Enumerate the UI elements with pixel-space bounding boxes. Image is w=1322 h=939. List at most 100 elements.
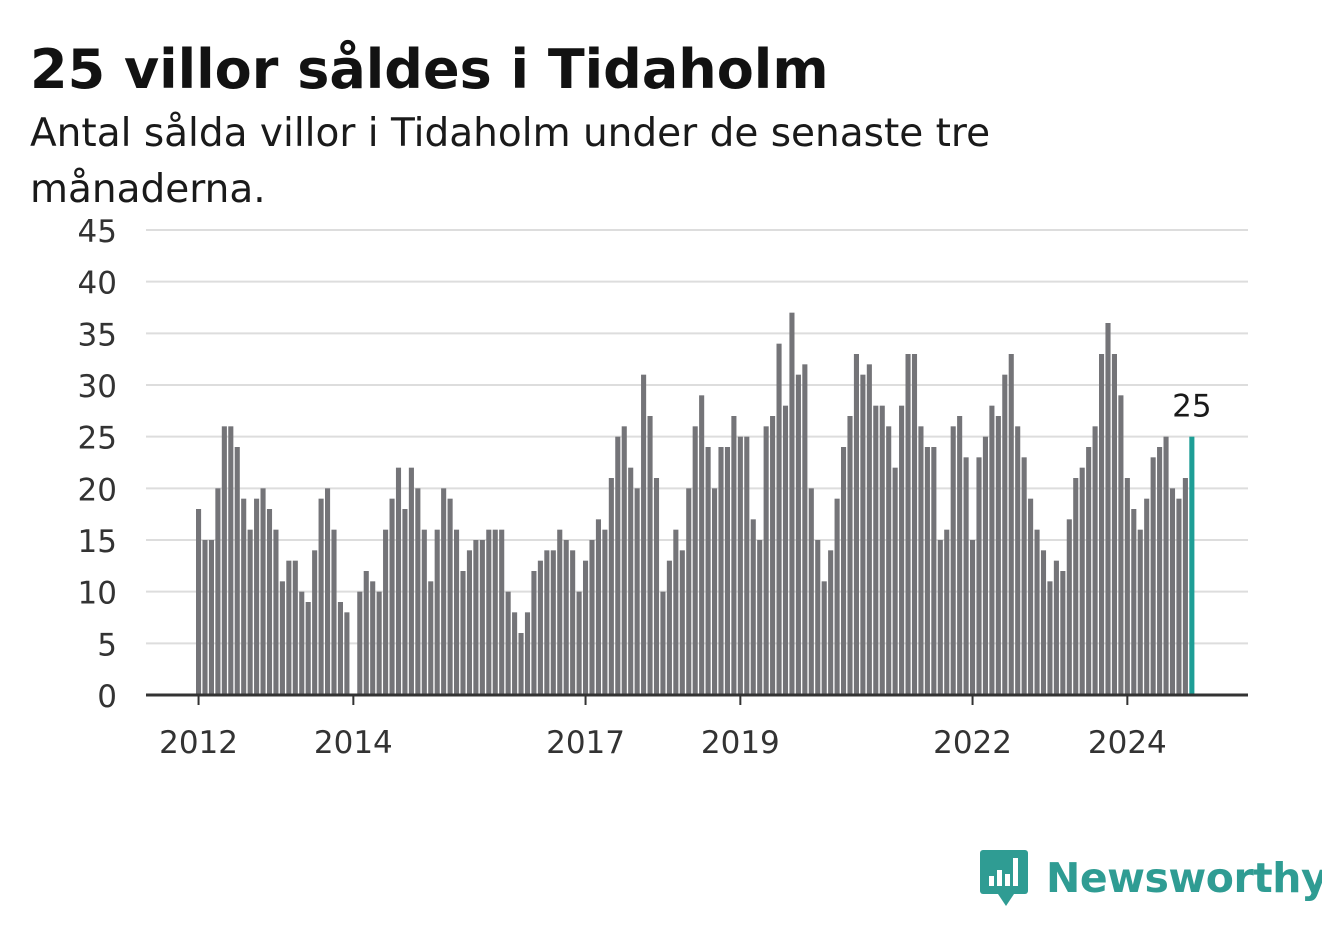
bar <box>305 602 311 695</box>
y-tick-label: 0 <box>97 679 117 715</box>
bar <box>254 498 260 695</box>
bar <box>905 354 911 695</box>
x-axis-ticks: 2012 2014 2017 2019 2022 2024 <box>159 695 1167 761</box>
bar <box>860 374 866 695</box>
bar <box>208 540 214 695</box>
bar <box>950 426 956 695</box>
bar <box>344 612 350 695</box>
bar <box>266 509 273 695</box>
bar <box>1137 529 1143 695</box>
bar <box>1118 395 1124 695</box>
bar <box>376 591 382 695</box>
bar <box>479 540 485 695</box>
bar <box>1034 529 1040 695</box>
bar <box>337 602 343 695</box>
bar <box>1099 354 1105 695</box>
bar <box>389 498 395 695</box>
bar <box>1182 478 1188 695</box>
bar <box>1092 426 1098 695</box>
bar <box>918 426 924 695</box>
bar <box>241 498 247 695</box>
bar <box>989 405 995 695</box>
bar <box>615 436 621 695</box>
bar <box>647 416 653 695</box>
bar <box>628 467 634 695</box>
bar <box>1060 571 1066 695</box>
bar <box>686 488 692 695</box>
bar <box>202 540 208 695</box>
bar <box>957 416 963 695</box>
bar <box>299 591 305 695</box>
bar <box>834 498 840 695</box>
bar <box>763 426 769 695</box>
bar <box>608 478 614 695</box>
bar <box>653 478 660 695</box>
bar <box>260 488 266 695</box>
brand-logo: Newsworthy <box>980 846 1322 910</box>
bar <box>473 540 479 695</box>
bar <box>325 488 331 695</box>
bar <box>363 571 369 695</box>
bar <box>1086 447 1092 695</box>
chart-subtitle: Antal sålda villor i Tidaholm under de s… <box>30 111 991 212</box>
bar <box>1105 323 1111 695</box>
bar <box>460 571 466 695</box>
bar <box>621 426 627 695</box>
bar <box>383 529 389 695</box>
newsworthy-logo-icon <box>980 850 1028 906</box>
bar <box>802 364 808 695</box>
y-axis-ticks: 0 5 10 15 20 25 30 35 40 45 <box>78 214 117 715</box>
bar <box>795 374 801 695</box>
bar <box>518 633 524 695</box>
bar <box>1157 447 1163 695</box>
brand-name: Newsworthy <box>1046 854 1322 902</box>
bar <box>550 550 556 695</box>
bar <box>434 529 440 695</box>
y-tick-label: 40 <box>78 266 117 302</box>
bar <box>789 312 795 695</box>
bar <box>679 550 685 695</box>
bar <box>395 467 402 695</box>
bar <box>1111 354 1117 695</box>
x-tick-label: 2024 <box>1088 725 1167 761</box>
bar <box>1008 354 1014 695</box>
bar <box>1079 467 1085 695</box>
bar <box>1002 374 1008 695</box>
x-tick-label: 2012 <box>159 725 238 761</box>
bar <box>228 426 234 695</box>
bar <box>524 612 531 695</box>
bar <box>944 529 950 695</box>
bar <box>712 488 718 695</box>
bar <box>970 540 976 695</box>
bar <box>537 560 543 695</box>
bar <box>570 550 576 695</box>
bar <box>1047 581 1053 695</box>
bar <box>286 560 292 695</box>
bar <box>1028 498 1034 695</box>
bar <box>873 405 879 695</box>
bar <box>563 540 569 695</box>
bar <box>776 343 782 695</box>
bar <box>486 529 492 695</box>
bar <box>1144 498 1150 695</box>
bar <box>815 540 821 695</box>
bar <box>1066 519 1072 695</box>
bar <box>931 447 937 695</box>
bar <box>273 529 279 695</box>
bar <box>1176 498 1182 695</box>
bar <box>892 467 898 695</box>
bar <box>911 354 918 695</box>
bar <box>1131 509 1137 695</box>
bar <box>370 581 376 695</box>
bar <box>963 457 969 695</box>
bar <box>357 591 363 695</box>
bar <box>1163 436 1169 695</box>
bar <box>821 581 827 695</box>
bar <box>595 519 601 695</box>
bar <box>331 529 337 695</box>
bar <box>757 540 763 695</box>
bar <box>782 405 789 695</box>
bar <box>415 488 421 695</box>
y-tick-label: 30 <box>78 369 117 405</box>
bar <box>466 550 472 695</box>
